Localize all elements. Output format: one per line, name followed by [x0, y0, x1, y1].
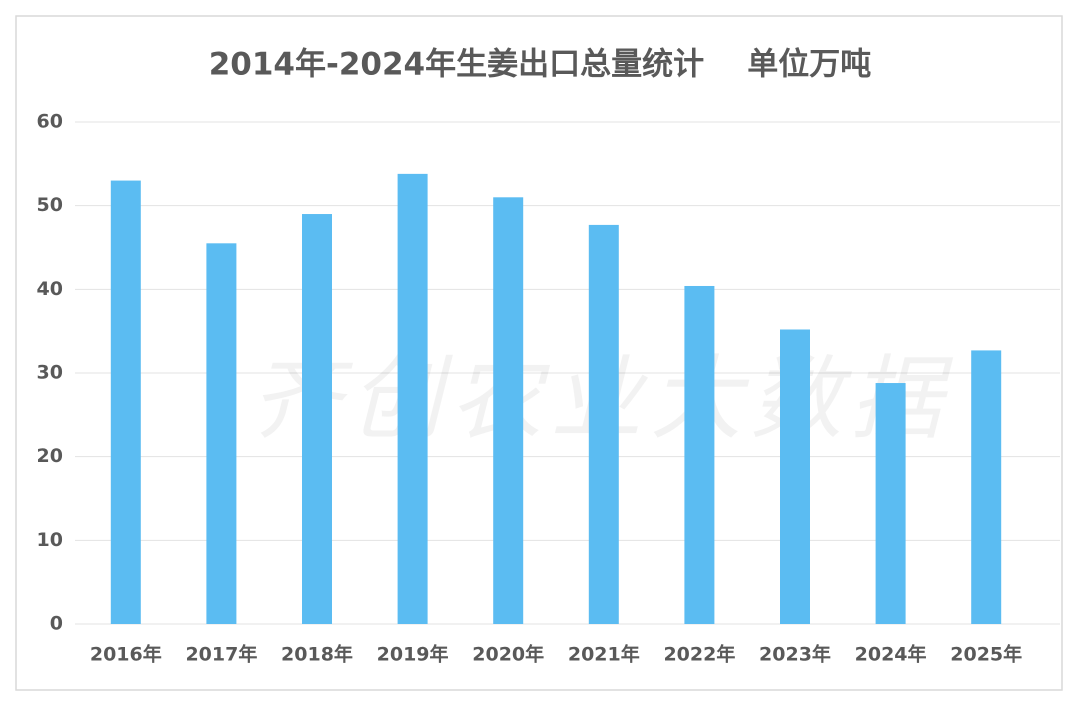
- x-tick-label: 2020年: [472, 643, 544, 666]
- x-tick-label: 2023年: [759, 643, 831, 666]
- x-tick-label: 2019年: [377, 643, 449, 666]
- x-tick-label: 2016年: [90, 643, 162, 666]
- bar: [780, 329, 810, 624]
- x-tick-label: 2024年: [855, 643, 927, 666]
- bar: [397, 173, 428, 624]
- y-tick-label: 10: [37, 529, 63, 551]
- bar: [684, 285, 715, 624]
- bar: [971, 350, 1002, 624]
- x-tick-label: 2018年: [281, 643, 353, 666]
- y-tick-label: 40: [37, 278, 63, 300]
- y-tick-label: 20: [37, 445, 63, 467]
- bar: [110, 180, 141, 625]
- bar: [588, 224, 619, 624]
- x-tick-label: 2025年: [950, 643, 1022, 666]
- y-tick-label: 50: [37, 194, 63, 216]
- y-tick-label: 0: [50, 613, 63, 635]
- chart-title: 2014年-2024年生姜出口总量统计 单位万吨: [209, 47, 872, 83]
- bar: [493, 197, 524, 625]
- x-tick-label: 2017年: [185, 643, 257, 666]
- y-tick-label: 30: [37, 362, 63, 384]
- bar: [206, 243, 237, 625]
- bar: [875, 383, 906, 624]
- x-tick-label: 2021年: [568, 643, 640, 666]
- y-tick-label: 60: [37, 111, 63, 133]
- bar: [302, 214, 332, 625]
- x-tick-label: 2022年: [663, 643, 735, 666]
